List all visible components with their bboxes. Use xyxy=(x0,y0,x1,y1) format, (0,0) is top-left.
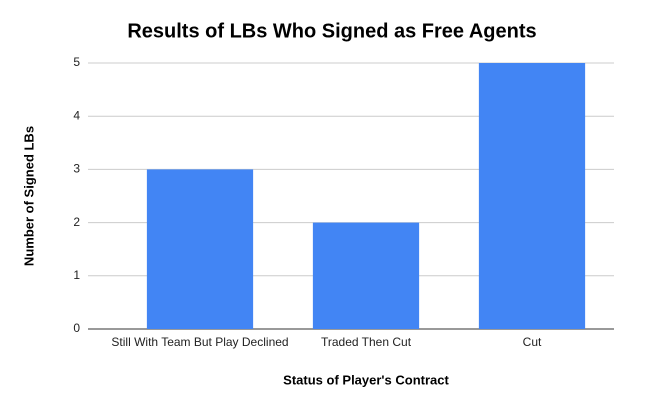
chart-title: Results of LBs Who Signed as Free Agents xyxy=(127,20,536,42)
y-tick-label: 3 xyxy=(73,162,80,176)
bar xyxy=(146,169,254,329)
y-tick-label: 4 xyxy=(73,108,80,122)
bar xyxy=(478,63,586,329)
x-tick-label: Cut xyxy=(523,335,542,349)
x-tick-label: Traded Then Cut xyxy=(321,335,412,349)
bar xyxy=(312,222,420,329)
y-tick-label: 1 xyxy=(73,268,80,282)
x-tick-label: Still With Team But Play Declined xyxy=(111,335,288,349)
x-axis-title: Status of Player's Contract xyxy=(283,372,449,387)
y-axis-title: Number of Signed LBs xyxy=(21,126,36,266)
y-tick-label: 2 xyxy=(73,215,80,229)
y-tick-label: 0 xyxy=(73,321,80,335)
y-tick-label: 5 xyxy=(73,55,80,69)
